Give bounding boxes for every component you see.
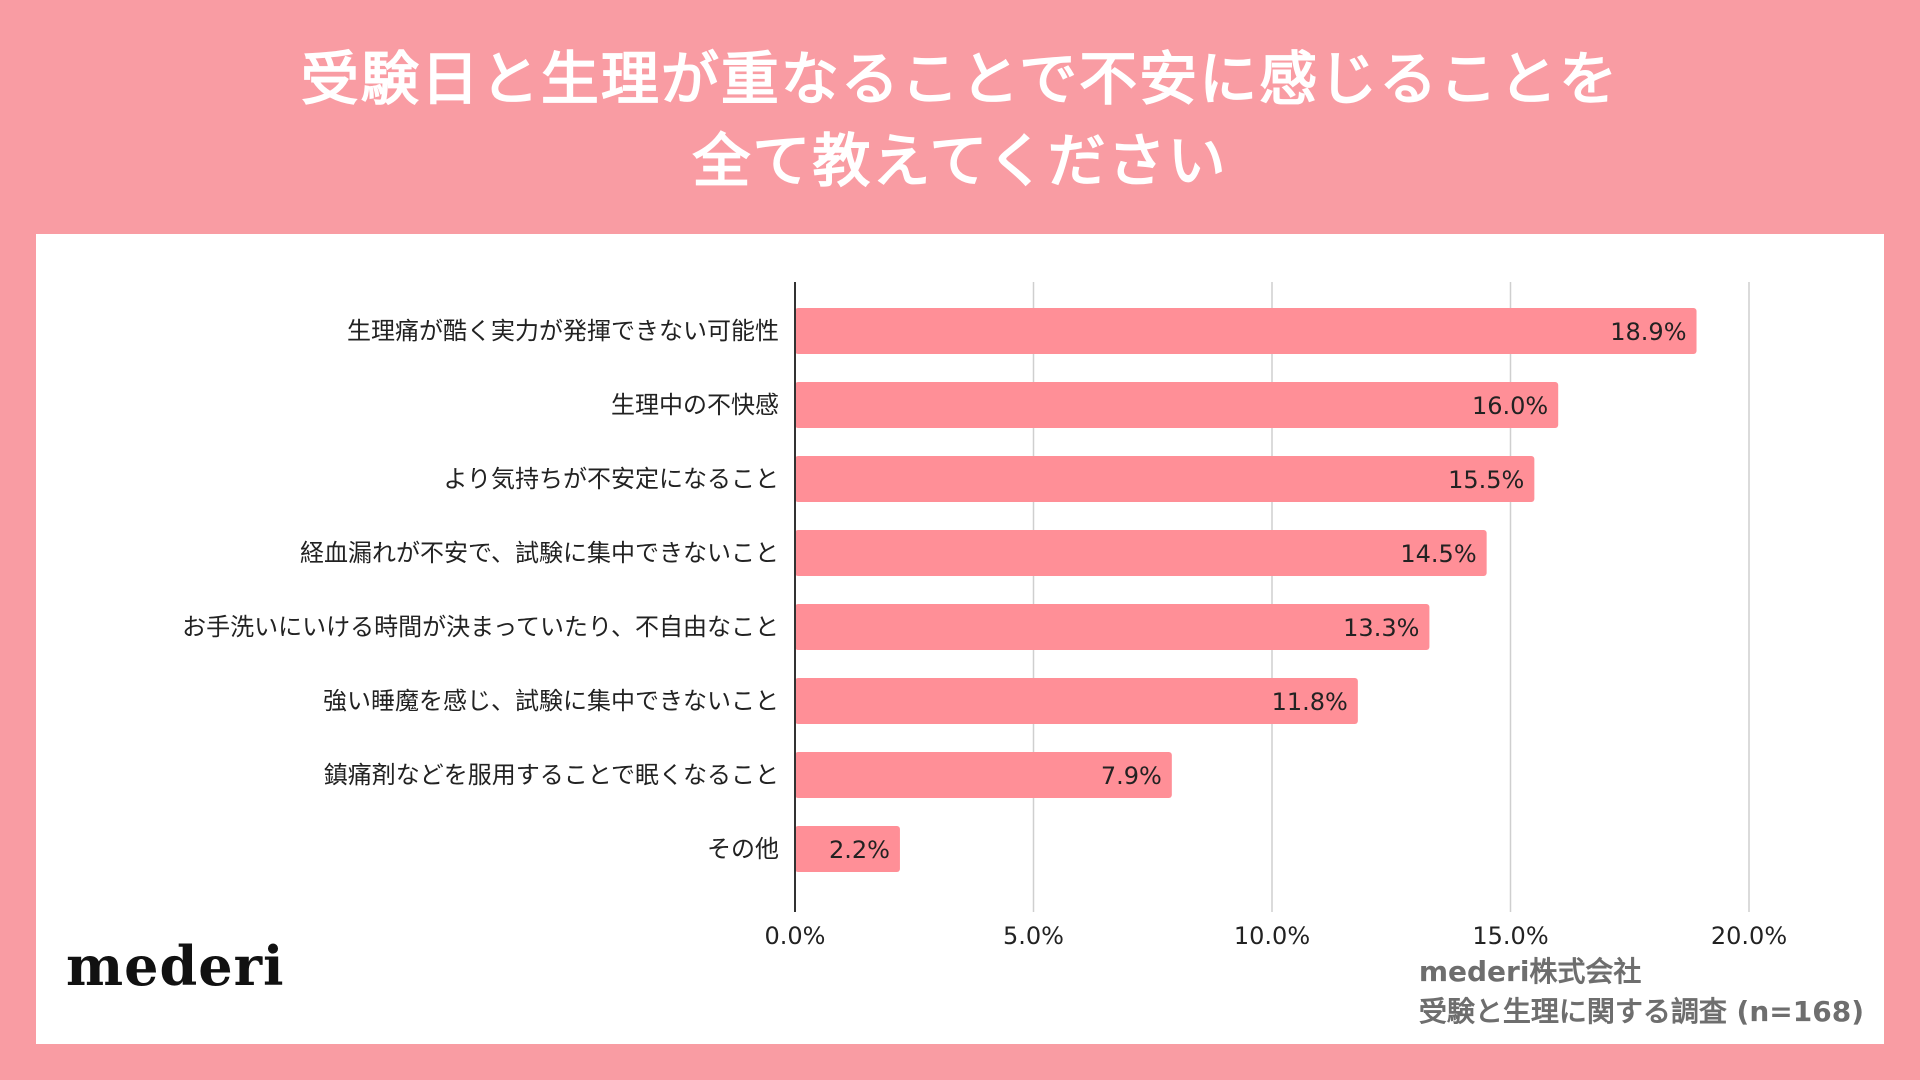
bar-2: [795, 456, 1535, 502]
x-tick-label-2: 10.0%: [1234, 922, 1310, 950]
value-label-2: 15.5%: [1448, 466, 1524, 494]
source-note: mederi株式会社 受験と生理に関する調査 (n=168): [1419, 952, 1864, 1032]
source-company: mederi株式会社: [1418, 955, 1642, 988]
title-line-1: 受験日と生理が重なることで不安に感じることを: [300, 45, 1620, 113]
category-label-2: より気持ちが不安定になること: [443, 465, 779, 493]
category-label-5: 強い睡魔を感じ、試験に集中できないこと: [323, 687, 779, 715]
mederi-logo: mederi: [66, 934, 285, 998]
chart-title: 受験日と生理が重なることで不安に感じることを 全て教えてください: [0, 38, 1920, 202]
bar-7: [795, 826, 900, 872]
bar-4: [795, 604, 1430, 650]
value-label-6: 7.9%: [1101, 762, 1162, 790]
x-tick-label-4: 20.0%: [1711, 922, 1787, 950]
category-label-3: 経血漏れが不安で、試験に集中できないこと: [300, 539, 779, 567]
chart-panel: 0.0% 5.0% 10.0% 15.0% 20.0% 生理痛が酷く実力が発揮できない可能…: [36, 234, 1884, 1044]
bar-3: [795, 530, 1487, 576]
category-label-4: お手洗いにいける時間が決まっていたり、不自由なこと: [182, 613, 779, 641]
x-tick-label-3: 15.0%: [1472, 922, 1548, 950]
value-label-7: 2.2%: [829, 836, 890, 864]
value-label-5: 11.8%: [1272, 688, 1348, 716]
bar-6: [795, 752, 1172, 798]
title-line-2: 全て教えてください: [692, 127, 1228, 195]
value-label-4: 13.3%: [1343, 614, 1419, 642]
x-tick-label-0: 0.0%: [765, 922, 826, 950]
value-label-1: 16.0%: [1472, 392, 1548, 420]
source-survey: 受験と生理に関する調査 (n=168): [1418, 995, 1864, 1028]
value-label-3: 14.5%: [1400, 540, 1476, 568]
bar-0: [795, 308, 1697, 354]
x-tick-label-1: 5.0%: [1003, 922, 1064, 950]
bar-chart: 0.0% 5.0% 10.0% 15.0% 20.0% 生理痛が酷く実力が発揮できない可能…: [182, 282, 1787, 950]
value-label-0: 18.9%: [1610, 318, 1686, 346]
category-label-0: 生理痛が酷く実力が発揮できない可能性: [347, 317, 779, 345]
category-label-6: 鎮痛剤などを服用することで眠くなること: [324, 761, 779, 789]
bar-1: [795, 382, 1559, 428]
category-label-1: 生理中の不快感: [611, 391, 779, 419]
category-label-7: その他: [707, 835, 779, 863]
bar-5: [795, 678, 1358, 724]
